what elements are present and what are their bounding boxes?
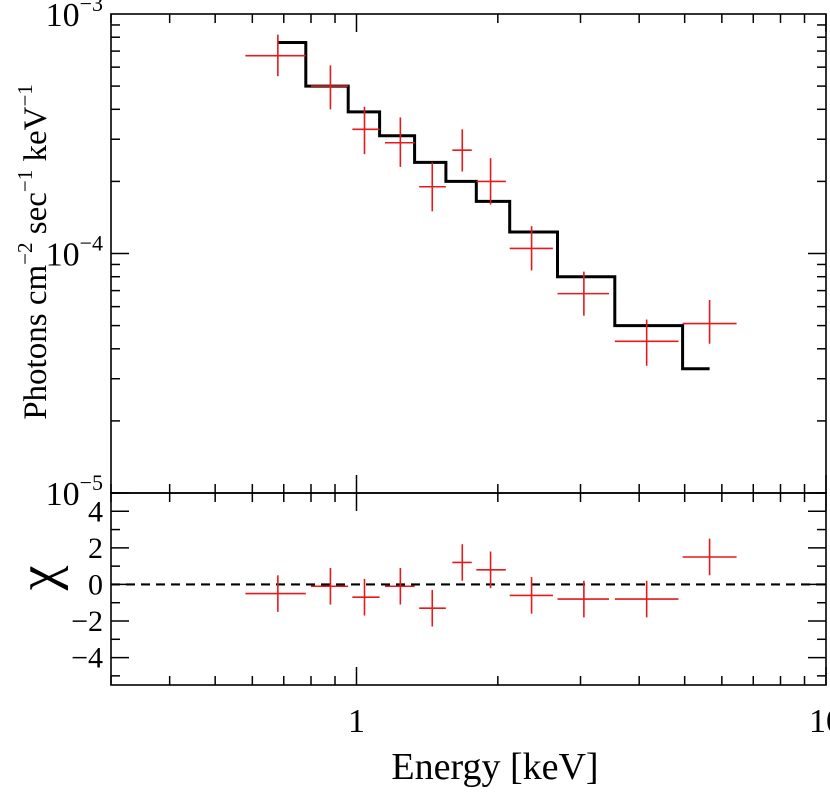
residual-y-tick-label: 4: [88, 495, 103, 528]
spectrum-y-tick-labels: 10−3 10−4 10−5: [46, 0, 103, 513]
spectrum-data-point: [476, 158, 506, 205]
residual-data-point: [509, 577, 553, 614]
spectrum-data-point: [352, 106, 380, 155]
residual-data-series: [245, 538, 737, 627]
spectrum-data-point: [310, 65, 349, 110]
residual-y-tick-label: 2: [88, 532, 103, 565]
spectrum-panel: 10−3 10−4 10−5: [46, 0, 827, 513]
spectrum-data-point: [557, 271, 610, 316]
residual-data-point: [352, 578, 380, 616]
residual-data-point: [310, 567, 349, 605]
x-axis-title: Energy [keV]: [391, 746, 598, 788]
spectrum-data-point: [452, 129, 472, 172]
spectrum-data-point: [509, 226, 553, 271]
residual-data-point: [476, 551, 506, 589]
residual-y-tick-labels: 4 20 −2 −4: [71, 495, 103, 674]
spectrum-data-series: [245, 34, 737, 366]
y-tick-label: 10−4: [46, 231, 103, 274]
spectrum-data-point: [682, 299, 737, 344]
spectrum-axis-ticks: [110, 14, 827, 494]
residual-y-tick-label: −2: [71, 605, 103, 638]
x-tick-label: 10: [809, 703, 830, 740]
residual-data-point: [452, 544, 472, 581]
spectrum-data-point: [245, 34, 306, 77]
spectrum-data-point: [384, 117, 415, 167]
residual-y-tick-label: 0: [88, 568, 103, 601]
residual-data-point: [419, 589, 446, 627]
residual-data-point: [682, 538, 737, 576]
residual-data-point: [614, 580, 679, 618]
model-step-line: [277, 41, 710, 371]
residual-y-tick-label: −4: [71, 642, 103, 675]
residual-y-axis-title: χ: [7, 565, 69, 591]
y-axis-title: Photons cm−2 sec−1 keV−1: [13, 84, 54, 420]
spectrum-data-point: [614, 319, 679, 366]
residual-data-point: [245, 575, 306, 612]
residual-data-point: [557, 580, 610, 618]
residual-panel: 4 20 −2 −4: [71, 492, 827, 686]
x-tick-label: 1: [348, 703, 365, 740]
spectrum-data-point: [419, 162, 446, 212]
residual-plot-frame: [110, 492, 827, 686]
y-tick-label: 10−3: [46, 0, 103, 34]
model-step-series: [277, 41, 710, 371]
residual-data-point: [384, 567, 415, 605]
x-tick-labels: 1 10: [348, 703, 830, 740]
y-tick-label: 10−5: [46, 470, 103, 513]
